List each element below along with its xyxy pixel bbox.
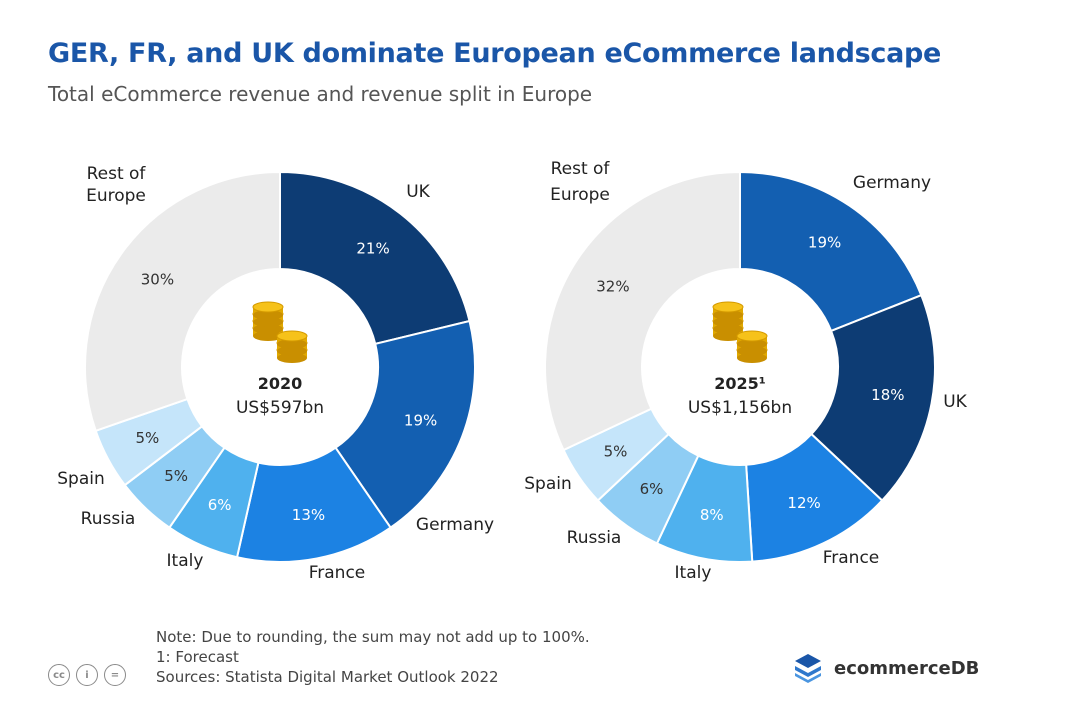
category-label-uk: UK <box>406 182 430 202</box>
category-label-france: France <box>309 563 366 583</box>
footnotes: Note: Due to rounding, the sum may not a… <box>156 627 590 687</box>
percent-label-uk: 21% <box>356 240 389 258</box>
percent-label-germany: 19% <box>404 412 437 430</box>
chart-subtitle: Total eCommerce revenue and revenue spli… <box>48 82 593 106</box>
slice-germany <box>739 170 923 333</box>
brand-logo: ecommerceDB <box>792 652 979 684</box>
donut-chart-2020: 21% UK 19% Germany 13% France 6% Italy 5% Russia 5… <box>57 164 494 583</box>
category-label-uk: UK <box>943 392 967 412</box>
category-label-italy: Italy <box>167 551 204 571</box>
center-year: 2025¹ <box>714 374 766 393</box>
forecast-note: 1: Forecast <box>156 648 239 666</box>
slice-rest-of-europe <box>544 170 741 452</box>
cc-icon: cc <box>48 664 70 686</box>
percent-label-russia: 5% <box>164 467 188 485</box>
no-derivatives-icon: = <box>104 664 126 686</box>
category-label-italy: Italy <box>675 563 712 583</box>
center-revenue: US$597bn <box>236 398 324 418</box>
donut-center <box>643 270 837 464</box>
percent-label-france: 12% <box>787 494 820 512</box>
category-label-russia: Russia <box>567 528 622 548</box>
license-badges: cc i = <box>48 664 126 686</box>
category-label-spain: Spain <box>57 469 105 489</box>
ecommercedb-logo-icon <box>795 654 821 683</box>
category-label-france: France <box>823 548 880 568</box>
percent-label-spain: 5% <box>135 429 159 447</box>
chart-title: GER, FR, and UK dominate European eComme… <box>48 38 942 69</box>
coins-icon <box>712 301 768 363</box>
percent-label-rest-of-europe: 32% <box>596 277 629 295</box>
percent-label-italy: 8% <box>700 506 724 524</box>
center-year: 2020 <box>258 374 303 393</box>
slice-rest-of-europe <box>84 170 281 433</box>
category-label-germany: Germany <box>853 173 931 193</box>
attribution-icon: i <box>76 664 98 686</box>
percent-label-france: 13% <box>292 506 325 524</box>
slice-uk <box>810 293 936 502</box>
sources-note: Sources: Statista Digital Market Outlook… <box>156 668 499 686</box>
percent-label-spain: 5% <box>604 443 628 461</box>
category-label-germany: Germany <box>416 515 494 535</box>
slice-germany <box>334 319 476 530</box>
coins-icon <box>252 301 308 363</box>
center-revenue: US$1,156bn <box>688 398 792 418</box>
percent-label-italy: 6% <box>208 496 232 514</box>
percent-label-russia: 6% <box>640 480 664 498</box>
category-label-rest-of-europe: Rest of Europe <box>86 164 146 206</box>
category-label-rest-of-europe: Rest of Europe <box>550 159 610 205</box>
category-label-russia: Russia <box>81 509 136 529</box>
percent-label-germany: 19% <box>808 234 841 252</box>
rounding-note: Note: Due to rounding, the sum may not a… <box>156 628 590 646</box>
category-label-spain: Spain <box>524 474 572 494</box>
donut-chart-2025: 19% Germany 18% UK 12% France 8% Italy 6% Russia 5… <box>524 159 967 583</box>
percent-label-uk: 18% <box>871 386 904 404</box>
donut-center <box>183 270 377 464</box>
brand-name: ecommerceDB <box>834 657 980 679</box>
percent-label-rest-of-europe: 30% <box>141 271 174 289</box>
slice-uk <box>279 170 471 346</box>
